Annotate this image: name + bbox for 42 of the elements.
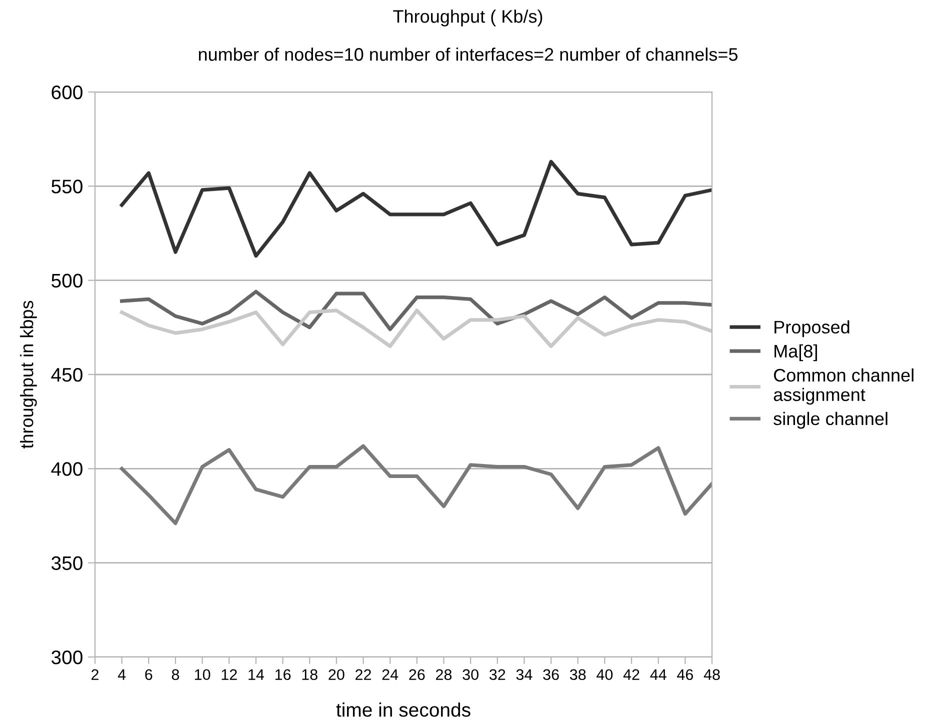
y-tick-label: 350 xyxy=(51,556,82,570)
y-tick-label: 450 xyxy=(51,368,82,382)
legend-label: Ma[8] xyxy=(774,344,817,362)
y-tick-label: 300 xyxy=(51,650,82,664)
x-tick-label: 22 xyxy=(356,669,371,680)
x-tick-label: 30 xyxy=(462,669,478,680)
y-tick-label: 500 xyxy=(52,274,82,288)
y-tick-label: 600 xyxy=(52,85,82,100)
x-tick-label: 44 xyxy=(650,669,666,680)
x-tick-label: 48 xyxy=(704,669,720,680)
x-tick-label: 4 xyxy=(118,669,126,680)
line-series xyxy=(120,444,712,526)
legend-label: single channel xyxy=(774,412,888,429)
chart-title: Throughput ( Kb/s) xyxy=(393,10,542,26)
line-series xyxy=(120,308,712,348)
y-axis-title: throughput in kbps xyxy=(20,300,37,448)
x-tick-label: 32 xyxy=(489,669,506,680)
x-tick-label: 8 xyxy=(172,669,180,680)
x-tick-label: 28 xyxy=(436,669,452,680)
x-tick-label: 40 xyxy=(596,669,613,680)
x-axis-title: time in seconds xyxy=(336,702,470,717)
x-tick-label: 34 xyxy=(516,669,532,680)
x-tick-label: 2 xyxy=(92,669,98,680)
x-tick-label: 42 xyxy=(623,669,640,680)
x-tick-label: 6 xyxy=(145,669,152,680)
line-series xyxy=(120,290,712,332)
chart-subtitle: number of nodes=10 number of interfaces=2 number of channels=5 xyxy=(198,48,738,61)
x-tick-label: 14 xyxy=(248,669,264,680)
x-tick-label: 36 xyxy=(543,669,559,680)
x-tick-label: 10 xyxy=(194,669,210,680)
x-tick-label: 16 xyxy=(275,669,291,680)
x-tick-label: 26 xyxy=(409,669,425,680)
x-tick-label: 46 xyxy=(677,669,693,680)
legend-label: Proposed xyxy=(774,320,850,338)
y-tick-label: 400 xyxy=(51,462,82,476)
x-tick-label: 18 xyxy=(302,669,318,680)
x-tick-label: 20 xyxy=(328,669,344,680)
line-series xyxy=(120,160,712,258)
x-tick-label: 24 xyxy=(382,669,398,680)
x-tick-label: 38 xyxy=(570,669,586,680)
y-tick-label: 550 xyxy=(52,180,82,194)
x-tick-label: 12 xyxy=(222,669,237,680)
